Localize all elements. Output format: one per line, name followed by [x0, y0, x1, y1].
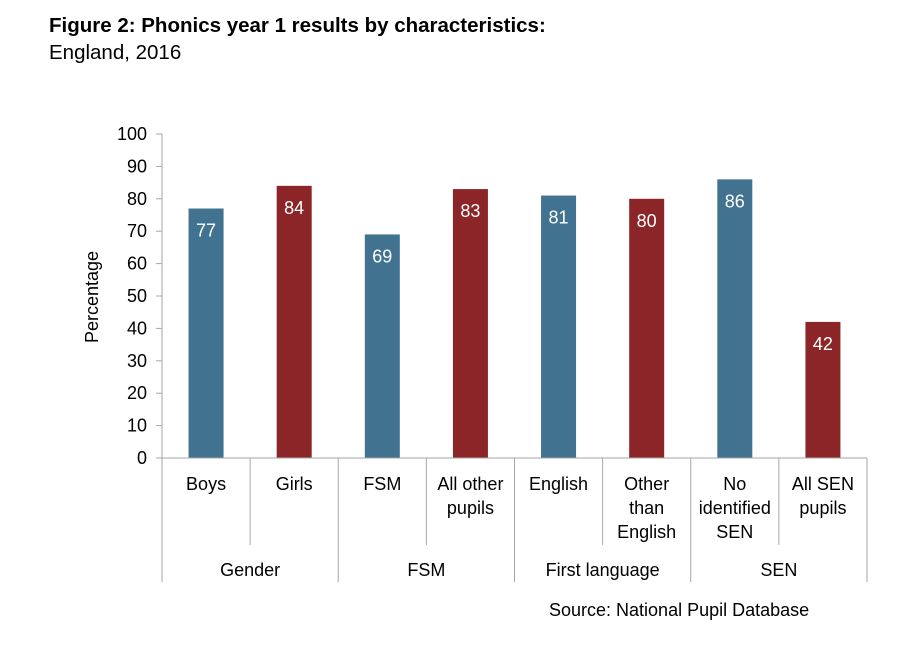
category-label-line: Boys — [186, 474, 226, 494]
category-label-line: SEN — [716, 522, 753, 542]
bar — [188, 208, 224, 458]
bar — [364, 234, 400, 458]
y-tick-label: 100 — [117, 124, 147, 144]
bar-value-label: 81 — [549, 208, 569, 228]
category-label-line: Girls — [276, 474, 313, 494]
y-tick-label: 70 — [127, 221, 147, 241]
y-tick-label: 30 — [127, 351, 147, 371]
bar — [717, 179, 753, 459]
y-tick-label: 60 — [127, 254, 147, 274]
group-label: First language — [546, 560, 660, 580]
bars: 77 84 69 83 81 80 86 42 — [188, 179, 841, 459]
bar — [276, 185, 312, 458]
y-axis: 0 10 20 30 40 50 60 70 80 90 100 — [117, 124, 163, 468]
category-label: FSM — [363, 474, 401, 494]
bar-value-label: 80 — [637, 211, 657, 231]
y-tick-label: 50 — [127, 286, 147, 306]
category-label: Girls — [276, 474, 313, 494]
category-label: Other than English — [617, 474, 676, 542]
y-axis-label: Percentage — [82, 251, 102, 343]
category-label-line: pupils — [799, 498, 846, 518]
y-tick-label: 90 — [127, 156, 147, 176]
y-tick-label: 0 — [137, 448, 147, 468]
category-label-line: No — [723, 474, 746, 494]
bar-value-label: 86 — [725, 191, 745, 211]
bar-value-label: 69 — [372, 246, 392, 266]
category-label-line: English — [617, 522, 676, 542]
category-label-line: identified — [699, 498, 771, 518]
category-label-line: All other — [437, 474, 503, 494]
bar-value-label: 84 — [284, 198, 304, 218]
x-axis: Boys Girls FSM All other pupils English Other t… — [161, 457, 868, 582]
chart-title: Figure 2: Phonics year 1 results by char… — [49, 14, 546, 37]
group-label: FSM — [407, 560, 445, 580]
bar-value-label: 42 — [813, 334, 833, 354]
y-tick-label: 10 — [127, 416, 147, 436]
source-note: Source: National Pupil Database — [549, 600, 810, 620]
category-label-line: than — [629, 498, 664, 518]
category-label: All other pupils — [437, 474, 503, 518]
bar — [541, 195, 577, 458]
y-tick-label: 20 — [127, 383, 147, 403]
category-label-line: All SEN — [792, 474, 854, 494]
bar — [452, 189, 488, 458]
category-label-line: pupils — [447, 498, 494, 518]
bar-value-label: 83 — [460, 201, 480, 221]
group-label: SEN — [760, 560, 797, 580]
category-label: Boys — [186, 474, 226, 494]
category-label-line: English — [529, 474, 588, 494]
group-label: Gender — [220, 560, 280, 580]
bar-value-label: 77 — [196, 221, 216, 241]
category-label-line: FSM — [363, 474, 401, 494]
chart-subtitle: England, 2016 — [49, 41, 182, 64]
category-label: English — [529, 474, 588, 494]
category-label-line: Other — [624, 474, 669, 494]
y-tick-label: 80 — [127, 189, 147, 209]
category-label: All SEN pupils — [792, 474, 854, 518]
bar — [805, 321, 841, 458]
category-label: No identified SEN — [699, 474, 771, 542]
y-tick-label: 40 — [127, 318, 147, 338]
bar — [629, 198, 665, 459]
